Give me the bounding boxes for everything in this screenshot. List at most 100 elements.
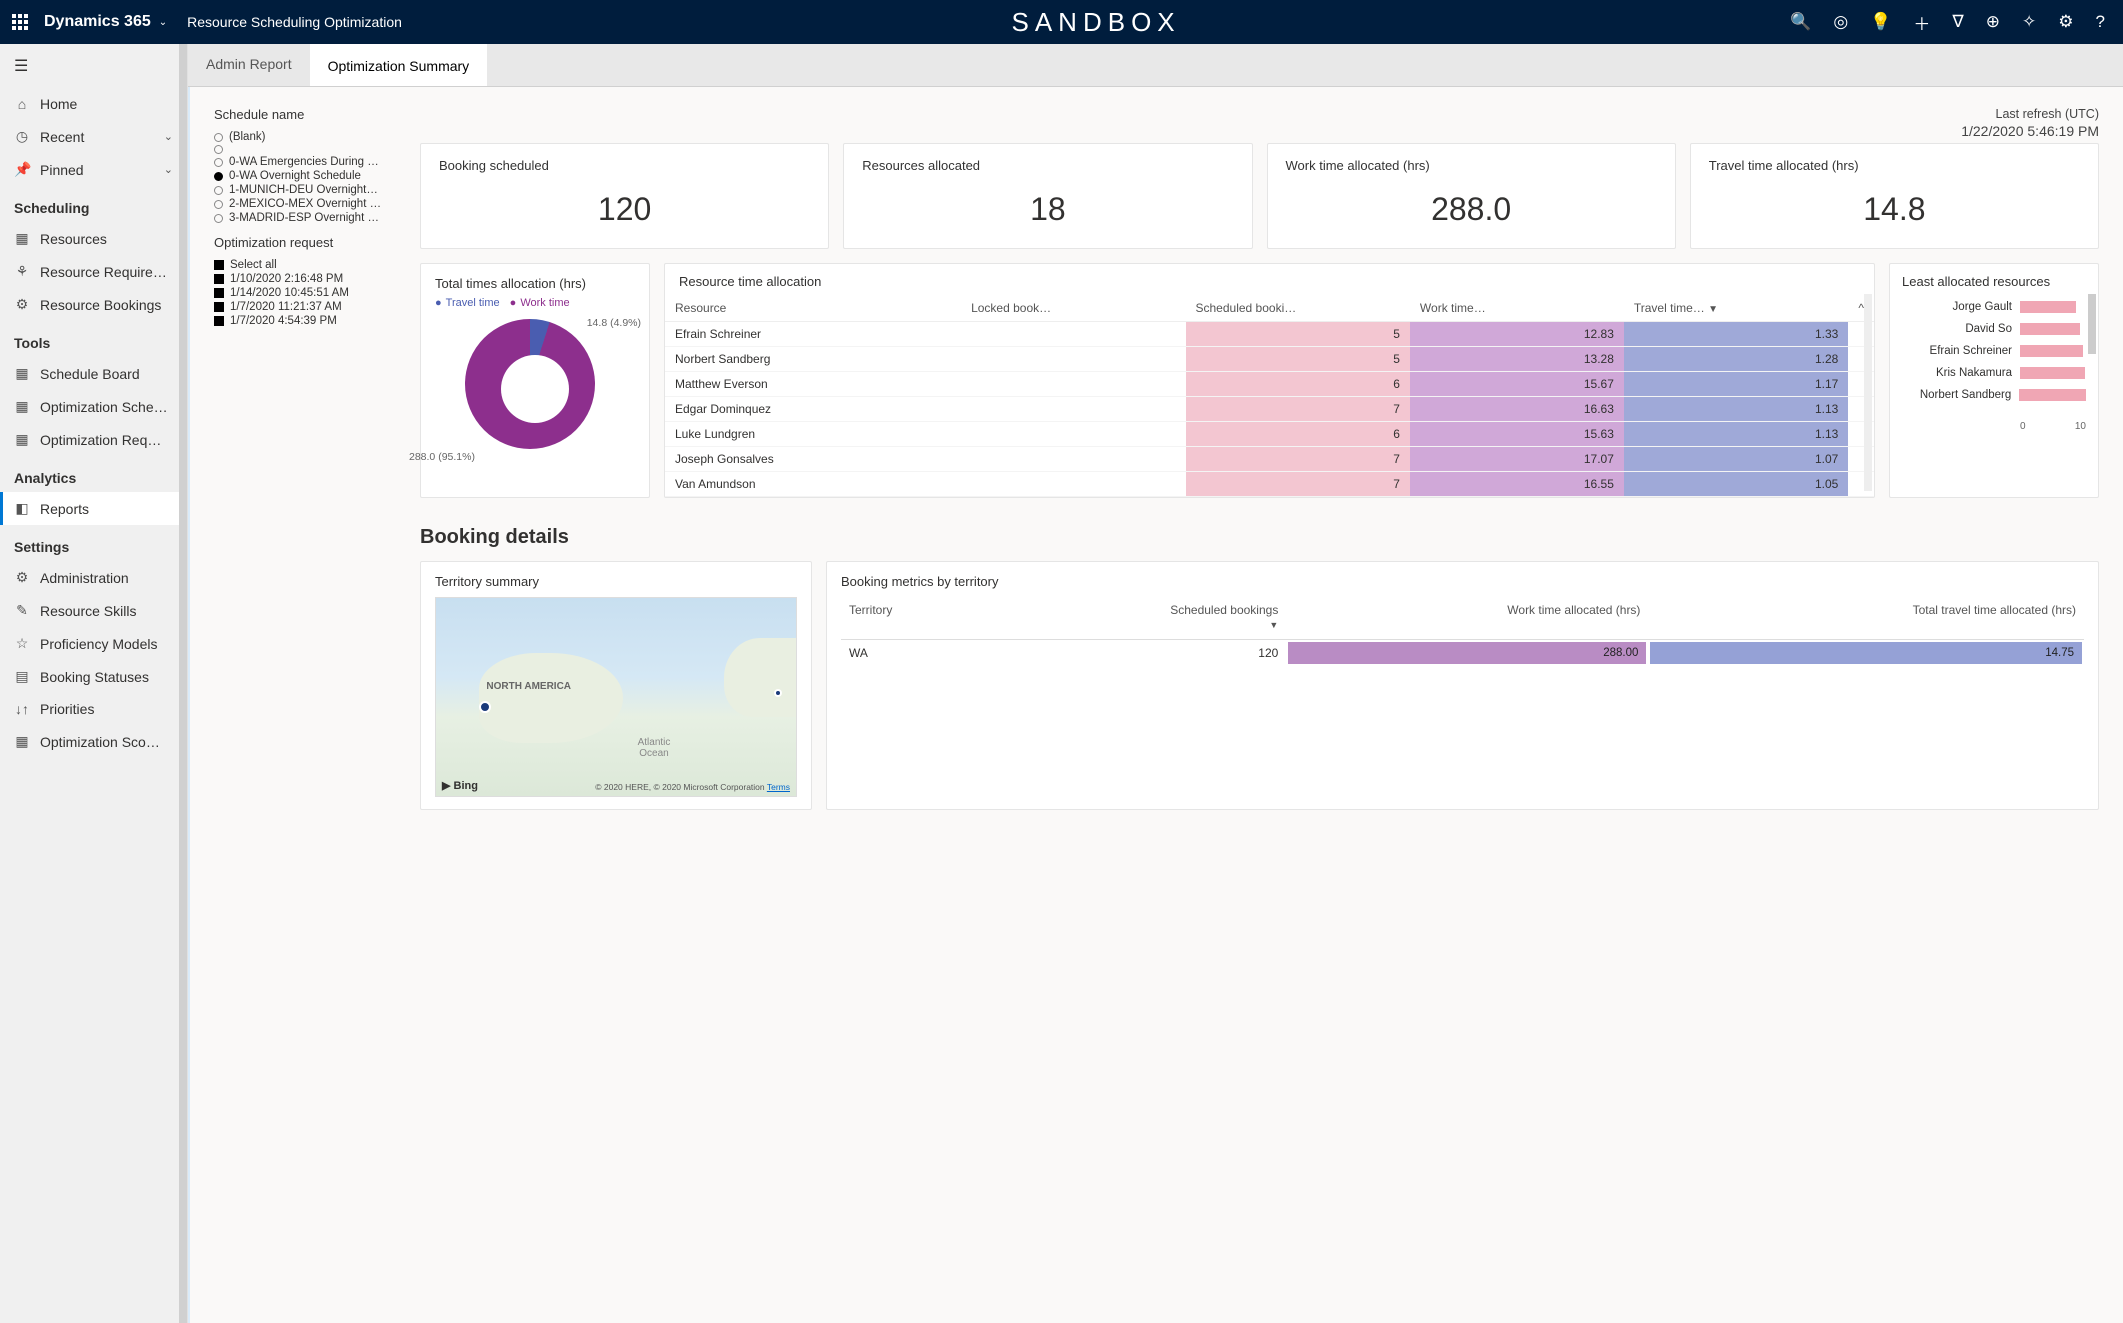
optimization-request-option[interactable]: 1/14/2020 10:45:51 AM [214, 286, 404, 300]
least-allocated-row[interactable]: Norbert Sandberg [1902, 389, 2086, 401]
territory-map[interactable]: NORTH AMERICA AtlanticOcean ▶ Bing © 202… [435, 597, 797, 797]
checkbox-icon [214, 274, 224, 284]
cell-resource: Norbert Sandberg [665, 347, 961, 372]
schedule-option[interactable]: 3-MADRID-ESP Overnight … [214, 211, 404, 225]
metrics-header[interactable]: Total travel time allocated (hrs) [1648, 599, 2084, 640]
radio-icon [214, 133, 223, 142]
table-header[interactable]: Scheduled booki… [1186, 295, 1410, 322]
optimization-request-option[interactable]: Select all [214, 258, 404, 272]
nav-icon: 📌 [14, 161, 30, 178]
cell-work: 17.07 [1410, 447, 1624, 472]
table-scrollbar[interactable] [1864, 294, 1872, 491]
cell-locked [961, 422, 1185, 447]
table-row[interactable]: Edgar Dominquez 7 16.63 1.13 [665, 397, 1874, 422]
optimization-request-option[interactable]: 1/7/2020 4:54:39 PM [214, 314, 404, 328]
sidebar-item-recent[interactable]: ◷Recent⌄ [0, 120, 187, 153]
table-header[interactable]: Locked book… [961, 295, 1185, 322]
app-launcher-icon[interactable] [10, 12, 34, 32]
sidebar-item-resources[interactable]: ▦Resources [0, 222, 187, 255]
least-allocated-row[interactable]: Kris Nakamura [1902, 367, 2086, 379]
top-icon-row: 🔍 ◎ 💡 ＋ ∇ ⊕ ✧ ⚙ ? [1790, 10, 2105, 35]
hamburger-icon[interactable]: ☰ [0, 44, 187, 88]
territory-metrics-table[interactable]: TerritoryScheduled bookings▼Work time al… [841, 599, 2084, 666]
sidebar-item-resource-require-[interactable]: ⚘Resource Require… [0, 255, 187, 288]
schedule-option[interactable] [214, 144, 404, 155]
optimization-request-option[interactable]: 1/10/2020 2:16:48 PM [214, 272, 404, 286]
table-header[interactable]: Travel time… ▼ [1624, 295, 1848, 322]
filter-panel: Schedule name (Blank)0-WA Emergencies Du… [214, 107, 404, 328]
table-row[interactable]: Joseph Gonsalves 7 17.07 1.07 [665, 447, 1874, 472]
app-title: Resource Scheduling Optimization [187, 14, 402, 30]
sidebar-item-resource-skills[interactable]: ✎Resource Skills [0, 594, 187, 627]
metrics-header[interactable]: Scheduled bookings▼ [985, 599, 1286, 640]
least-axis-max: 10 [2075, 421, 2086, 432]
least-allocated-row[interactable]: David So [1902, 323, 2086, 335]
resource-time-table[interactable]: ResourceLocked book…Scheduled booki…Work… [665, 295, 1874, 497]
table-row[interactable]: Efrain Schreiner 5 12.83 1.33 [665, 322, 1874, 347]
schedule-option[interactable]: 0-WA Emergencies During … [214, 155, 404, 169]
plus-circle-icon[interactable]: ⊕ [1986, 12, 2000, 32]
bulb-icon[interactable]: 💡 [1870, 12, 1891, 32]
search-icon[interactable]: 🔍 [1790, 12, 1811, 32]
sidebar-item-schedule-board[interactable]: ▦Schedule Board [0, 357, 187, 390]
sidebar-item-reports[interactable]: ◧Reports [0, 492, 187, 525]
cell-work: 13.28 [1410, 347, 1624, 372]
settings-gear-icon[interactable]: ⚙ [2058, 12, 2073, 32]
option-label: 0-WA Emergencies During … [229, 156, 379, 168]
metrics-row[interactable]: WA 120 288.00 14.75 [841, 640, 2084, 667]
content-area: Admin ReportOptimization Summary Schedul… [188, 44, 2123, 1323]
nav-label: Recent [40, 129, 84, 145]
target-icon[interactable]: ◎ [1833, 12, 1848, 32]
donut-legend-work[interactable]: Work time [510, 297, 570, 309]
table-row[interactable]: Norbert Sandberg 5 13.28 1.28 [665, 347, 1874, 372]
cell-resource: Edgar Dominquez [665, 397, 961, 422]
table-row[interactable]: Van Amundson 7 16.55 1.05 [665, 472, 1874, 497]
help-icon[interactable]: ? [2096, 12, 2105, 32]
sidebar-item-proficiency-models[interactable]: ☆Proficiency Models [0, 627, 187, 660]
cell-work: 15.67 [1410, 372, 1624, 397]
table-row[interactable]: Matthew Everson 6 15.67 1.17 [665, 372, 1874, 397]
bar [2020, 367, 2085, 379]
schedule-option[interactable]: 0-WA Overnight Schedule [214, 169, 404, 183]
sidebar-item-pinned[interactable]: 📌Pinned⌄ [0, 153, 187, 186]
sidebar-item-administration[interactable]: ⚙Administration [0, 561, 187, 594]
map-marker-eu[interactable] [774, 689, 782, 697]
filter-icon[interactable]: ∇ [1952, 12, 1963, 32]
brand-name[interactable]: Dynamics 365 [44, 13, 151, 31]
sidebar-item-resource-bookings[interactable]: ⚙Resource Bookings [0, 288, 187, 321]
table-header[interactable]: Resource [665, 295, 961, 322]
schedule-option[interactable]: 2-MEXICO-MEX Overnight … [214, 197, 404, 211]
nav-icon: ⚙ [14, 569, 30, 586]
table-header[interactable]: Work time… [1410, 295, 1624, 322]
cell-scheduled: 7 [1186, 397, 1410, 422]
add-icon[interactable]: ＋ [1913, 10, 1930, 35]
least-allocated-row[interactable]: Efrain Schreiner [1902, 345, 2086, 357]
metrics-header[interactable]: Territory [841, 599, 985, 640]
sidebar-item-booking-statuses[interactable]: ▤Booking Statuses [0, 660, 187, 693]
schedule-option[interactable]: 1-MUNICH-DEU Overnight… [214, 183, 404, 197]
sidebar-item-optimization-sche-[interactable]: ▦Optimization Sche… [0, 390, 187, 423]
donut-legend-travel[interactable]: Travel time [435, 297, 500, 309]
least-scrollbar[interactable] [2088, 294, 2096, 354]
schedule-option[interactable]: (Blank) [214, 130, 404, 144]
table-row[interactable]: Luke Lundgren 6 15.63 1.13 [665, 422, 1874, 447]
nav-label: Resources [40, 231, 107, 247]
map-terms-link[interactable]: Terms [767, 782, 790, 792]
nav-icon: ⚙ [14, 296, 30, 313]
metrics-header[interactable]: Work time allocated (hrs) [1286, 599, 1648, 640]
least-allocated-row[interactable]: Jorge Gault [1902, 301, 2086, 313]
tab-optimization-summary[interactable]: Optimization Summary [310, 44, 488, 86]
sidebar-item-optimization-req-[interactable]: ▦Optimization Req… [0, 423, 187, 456]
kpi-label: Resources allocated [862, 158, 1233, 173]
optimization-request-option[interactable]: 1/7/2020 11:21:37 AM [214, 300, 404, 314]
sidebar-item-optimization-sco-[interactable]: ▦Optimization Sco… [0, 725, 187, 758]
sidebar-item-priorities[interactable]: ↓↑Priorities [0, 693, 187, 725]
nav-label: Priorities [40, 701, 94, 717]
sidebar-item-home[interactable]: ⌂Home [0, 88, 187, 120]
cell-resource: Joseph Gonsalves [665, 447, 961, 472]
nav-icon: ▦ [14, 365, 30, 382]
sparkle-icon[interactable]: ✧ [2022, 12, 2036, 32]
tab-admin-report[interactable]: Admin Report [188, 44, 310, 86]
brand-chevron-icon[interactable]: ⌄ [159, 17, 167, 28]
nav-icon: ▦ [14, 431, 30, 448]
